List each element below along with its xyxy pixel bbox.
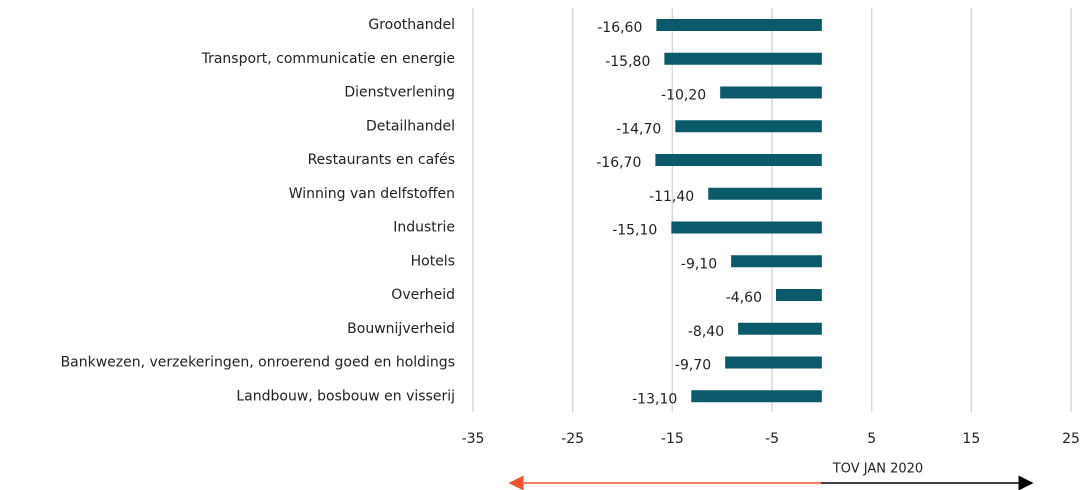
bar xyxy=(671,221,822,234)
x-tick-label: -35 xyxy=(462,431,485,447)
bar xyxy=(664,52,822,65)
value-label: -11,40 xyxy=(649,189,694,205)
bar xyxy=(675,120,822,133)
x-tick-label: 25 xyxy=(1062,431,1080,447)
x-tick-label: 5 xyxy=(867,431,876,447)
bar xyxy=(731,255,822,268)
y-tick-label: Restaurants en cafés xyxy=(308,152,455,168)
value-label: -16,60 xyxy=(597,20,642,36)
y-tick-label: Winning van delfstoffen xyxy=(289,186,455,202)
annotation: TOV JAN 2020 xyxy=(832,462,923,477)
y-tick-label: Transport, communicatie en energie xyxy=(201,51,455,67)
value-label: -16,70 xyxy=(596,155,641,171)
value-label: -9,10 xyxy=(681,256,717,272)
y-tick-label: Groothandel xyxy=(368,17,455,33)
x-tick-label: -15 xyxy=(661,431,684,447)
bar xyxy=(691,390,822,403)
value-label: -15,80 xyxy=(605,54,650,70)
bar xyxy=(725,356,822,369)
bar xyxy=(738,322,822,335)
y-tick-label: Industrie xyxy=(393,220,455,236)
value-label: -8,40 xyxy=(688,324,724,340)
y-tick-label: Detailhandel xyxy=(366,118,455,134)
y-tick-label: Bouwnijverheid xyxy=(347,321,455,337)
value-label: -14,70 xyxy=(616,121,661,137)
y-tick-label: Overheid xyxy=(391,287,455,303)
value-label: -13,10 xyxy=(632,391,677,407)
x-tick-label: 15 xyxy=(962,431,980,447)
x-tick-label: -25 xyxy=(561,431,584,447)
bar xyxy=(708,187,822,200)
bar xyxy=(775,289,822,301)
value-label: -15,10 xyxy=(612,223,657,239)
value-label: -4,60 xyxy=(726,290,762,306)
y-tick-label: Landbouw, bosbouw en visserij xyxy=(236,388,455,404)
value-label: -10,20 xyxy=(661,88,706,104)
y-tick-label: Dienstverlening xyxy=(344,85,455,101)
bar xyxy=(720,86,822,99)
value-label: -9,70 xyxy=(675,358,711,374)
y-tick-label: Bankwezen, verzekeringen, onroerend goed… xyxy=(61,355,455,371)
bar xyxy=(656,19,822,31)
x-tick-label: -5 xyxy=(765,431,779,447)
bar xyxy=(655,154,822,166)
y-tick-label: Hotels xyxy=(411,253,455,269)
